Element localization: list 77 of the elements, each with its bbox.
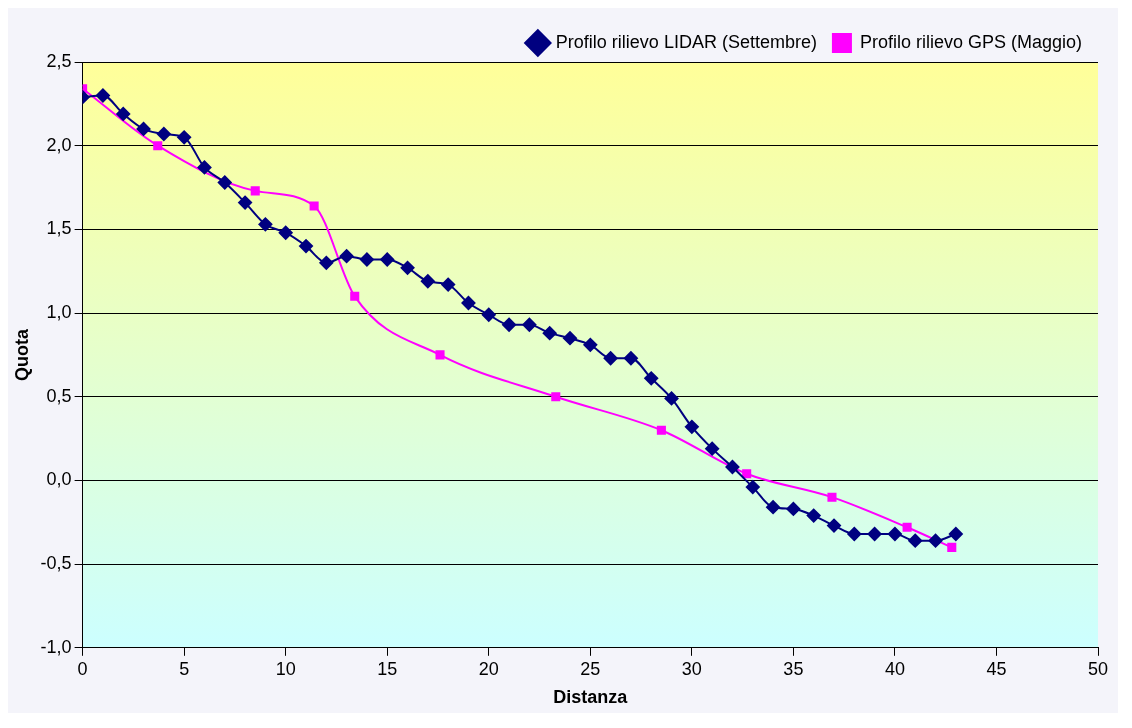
point — [380, 252, 395, 267]
y-tick-label: 2,5 — [46, 50, 72, 71]
point — [522, 317, 537, 332]
point — [644, 371, 659, 386]
point — [551, 392, 561, 402]
point — [847, 526, 862, 541]
point — [623, 351, 638, 366]
point — [136, 121, 151, 136]
point — [319, 255, 334, 270]
point — [309, 201, 319, 211]
point — [339, 249, 354, 264]
x-tick-label: 25 — [580, 658, 601, 679]
point — [827, 518, 841, 533]
y-tick-label: -1,0 — [40, 636, 72, 657]
point — [481, 307, 496, 322]
point — [902, 522, 912, 532]
x-tick-label: 15 — [377, 658, 398, 679]
x-tick-label: 50 — [1087, 658, 1109, 679]
point — [908, 533, 923, 548]
point — [766, 500, 781, 515]
point — [299, 239, 313, 254]
point — [238, 195, 253, 210]
y-tick-label: 0,5 — [46, 385, 72, 406]
x-axis-title: Distanza — [553, 687, 629, 708]
y-tick-label: -0,5 — [40, 553, 72, 574]
point — [153, 141, 163, 151]
legend-label: Profilo rilievo LIDAR (Settembre) — [555, 31, 817, 52]
x-tick-label: 35 — [783, 658, 804, 679]
point — [400, 260, 415, 275]
point — [725, 460, 740, 475]
point — [156, 126, 171, 141]
point — [177, 130, 192, 145]
x-tick-label: 5 — [179, 658, 190, 679]
point — [502, 317, 517, 332]
y-tick-label: 1,0 — [46, 302, 72, 323]
y-axis-title: Quota — [11, 327, 32, 381]
x-tick-label: 30 — [681, 658, 702, 679]
point — [435, 350, 445, 360]
point — [705, 441, 720, 456]
y-tick-label: 0,0 — [46, 469, 72, 490]
point — [684, 419, 699, 434]
point — [928, 533, 943, 548]
point — [603, 351, 618, 366]
x-tick-label: 45 — [986, 658, 1007, 679]
point — [947, 542, 957, 552]
x-tick-label: 20 — [478, 658, 499, 679]
point — [827, 492, 837, 502]
y-tick-label: 2,0 — [46, 134, 72, 155]
point — [359, 252, 374, 267]
x-tick-label: 40 — [884, 658, 905, 679]
legend-label: Profilo rilievo GPS (Maggio) — [859, 31, 1082, 52]
point — [656, 425, 666, 435]
point — [350, 291, 360, 301]
point — [664, 391, 679, 406]
point — [745, 480, 760, 495]
point — [786, 501, 801, 516]
x-tick-label: 10 — [275, 658, 296, 679]
point — [867, 526, 882, 541]
point — [948, 526, 963, 541]
y-tick-label: 1,5 — [46, 218, 72, 239]
x-tick-label: 0 — [77, 658, 88, 679]
point — [742, 469, 752, 479]
point — [95, 88, 110, 103]
point — [278, 225, 293, 240]
point — [441, 277, 456, 292]
point — [116, 106, 131, 121]
point — [217, 175, 232, 190]
point — [197, 160, 212, 175]
point — [563, 331, 577, 346]
point — [806, 508, 821, 523]
point — [258, 217, 273, 232]
point — [420, 274, 435, 289]
point — [250, 186, 260, 196]
point — [461, 296, 476, 311]
point — [887, 526, 902, 541]
point — [583, 337, 598, 352]
point — [542, 326, 557, 341]
